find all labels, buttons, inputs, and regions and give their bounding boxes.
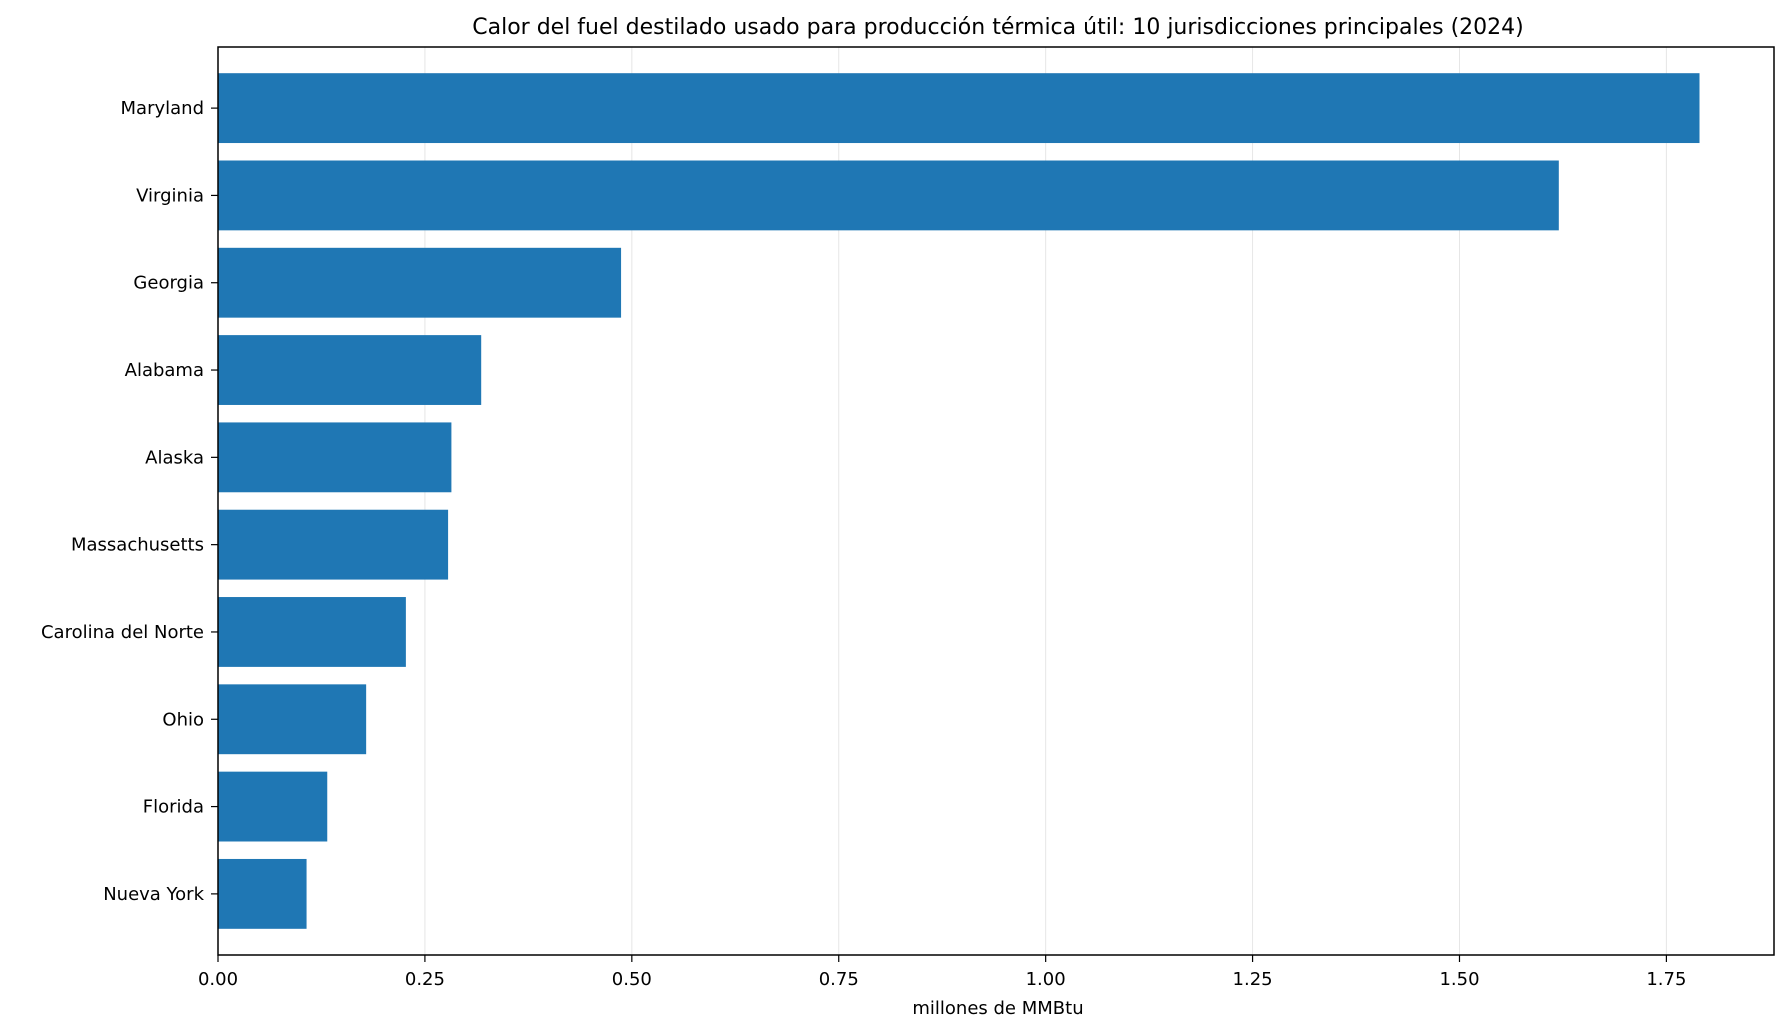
y-tick-label: Ohio (162, 709, 204, 730)
bar (218, 858, 307, 929)
x-axis-ticks: 0.00 0.25 0.50 0.75 1.00 1.25 1.50 1.75 (198, 955, 1686, 990)
x-tick-label: 0.50 (612, 969, 652, 990)
bar (218, 684, 367, 755)
bar (218, 771, 328, 842)
chart-title: Calor del fuel destilado usado para prod… (472, 15, 1524, 40)
bar (218, 335, 482, 405)
y-tick-label: Massachusetts (71, 535, 204, 556)
x-tick-label: 0.25 (405, 969, 445, 990)
bar (218, 73, 1700, 144)
x-tick-label: 1.25 (1233, 969, 1273, 990)
x-tick-label: 0.75 (819, 969, 859, 990)
plot-frame (217, 46, 1775, 956)
bar (218, 509, 449, 580)
bar (218, 160, 1559, 231)
y-tick-label: Carolina del Norte (41, 622, 204, 643)
y-tick-label: Maryland (121, 98, 204, 119)
bar (218, 597, 406, 667)
y-tick-label: Georgia (133, 273, 204, 294)
y-tick-label: Alaska (145, 447, 204, 468)
y-axis-ticks: Maryland Virginia Georgia Alabama Alaska Mass… (41, 98, 218, 905)
y-tick-label: Florida (143, 797, 204, 818)
y-tick-label: Virginia (136, 185, 204, 206)
x-tick-label: 1.00 (1026, 969, 1066, 990)
x-tick-label: 1.50 (1439, 969, 1479, 990)
x-tick-label: 1.75 (1646, 969, 1686, 990)
y-tick-label: Nueva York (103, 884, 204, 905)
bar (218, 422, 452, 493)
bars (218, 73, 1700, 929)
x-axis-label: millones de MMBtu (912, 998, 1083, 1019)
bar (218, 247, 622, 318)
x-tick-label: 0.00 (198, 969, 238, 990)
y-tick-label: Alabama (125, 360, 204, 381)
